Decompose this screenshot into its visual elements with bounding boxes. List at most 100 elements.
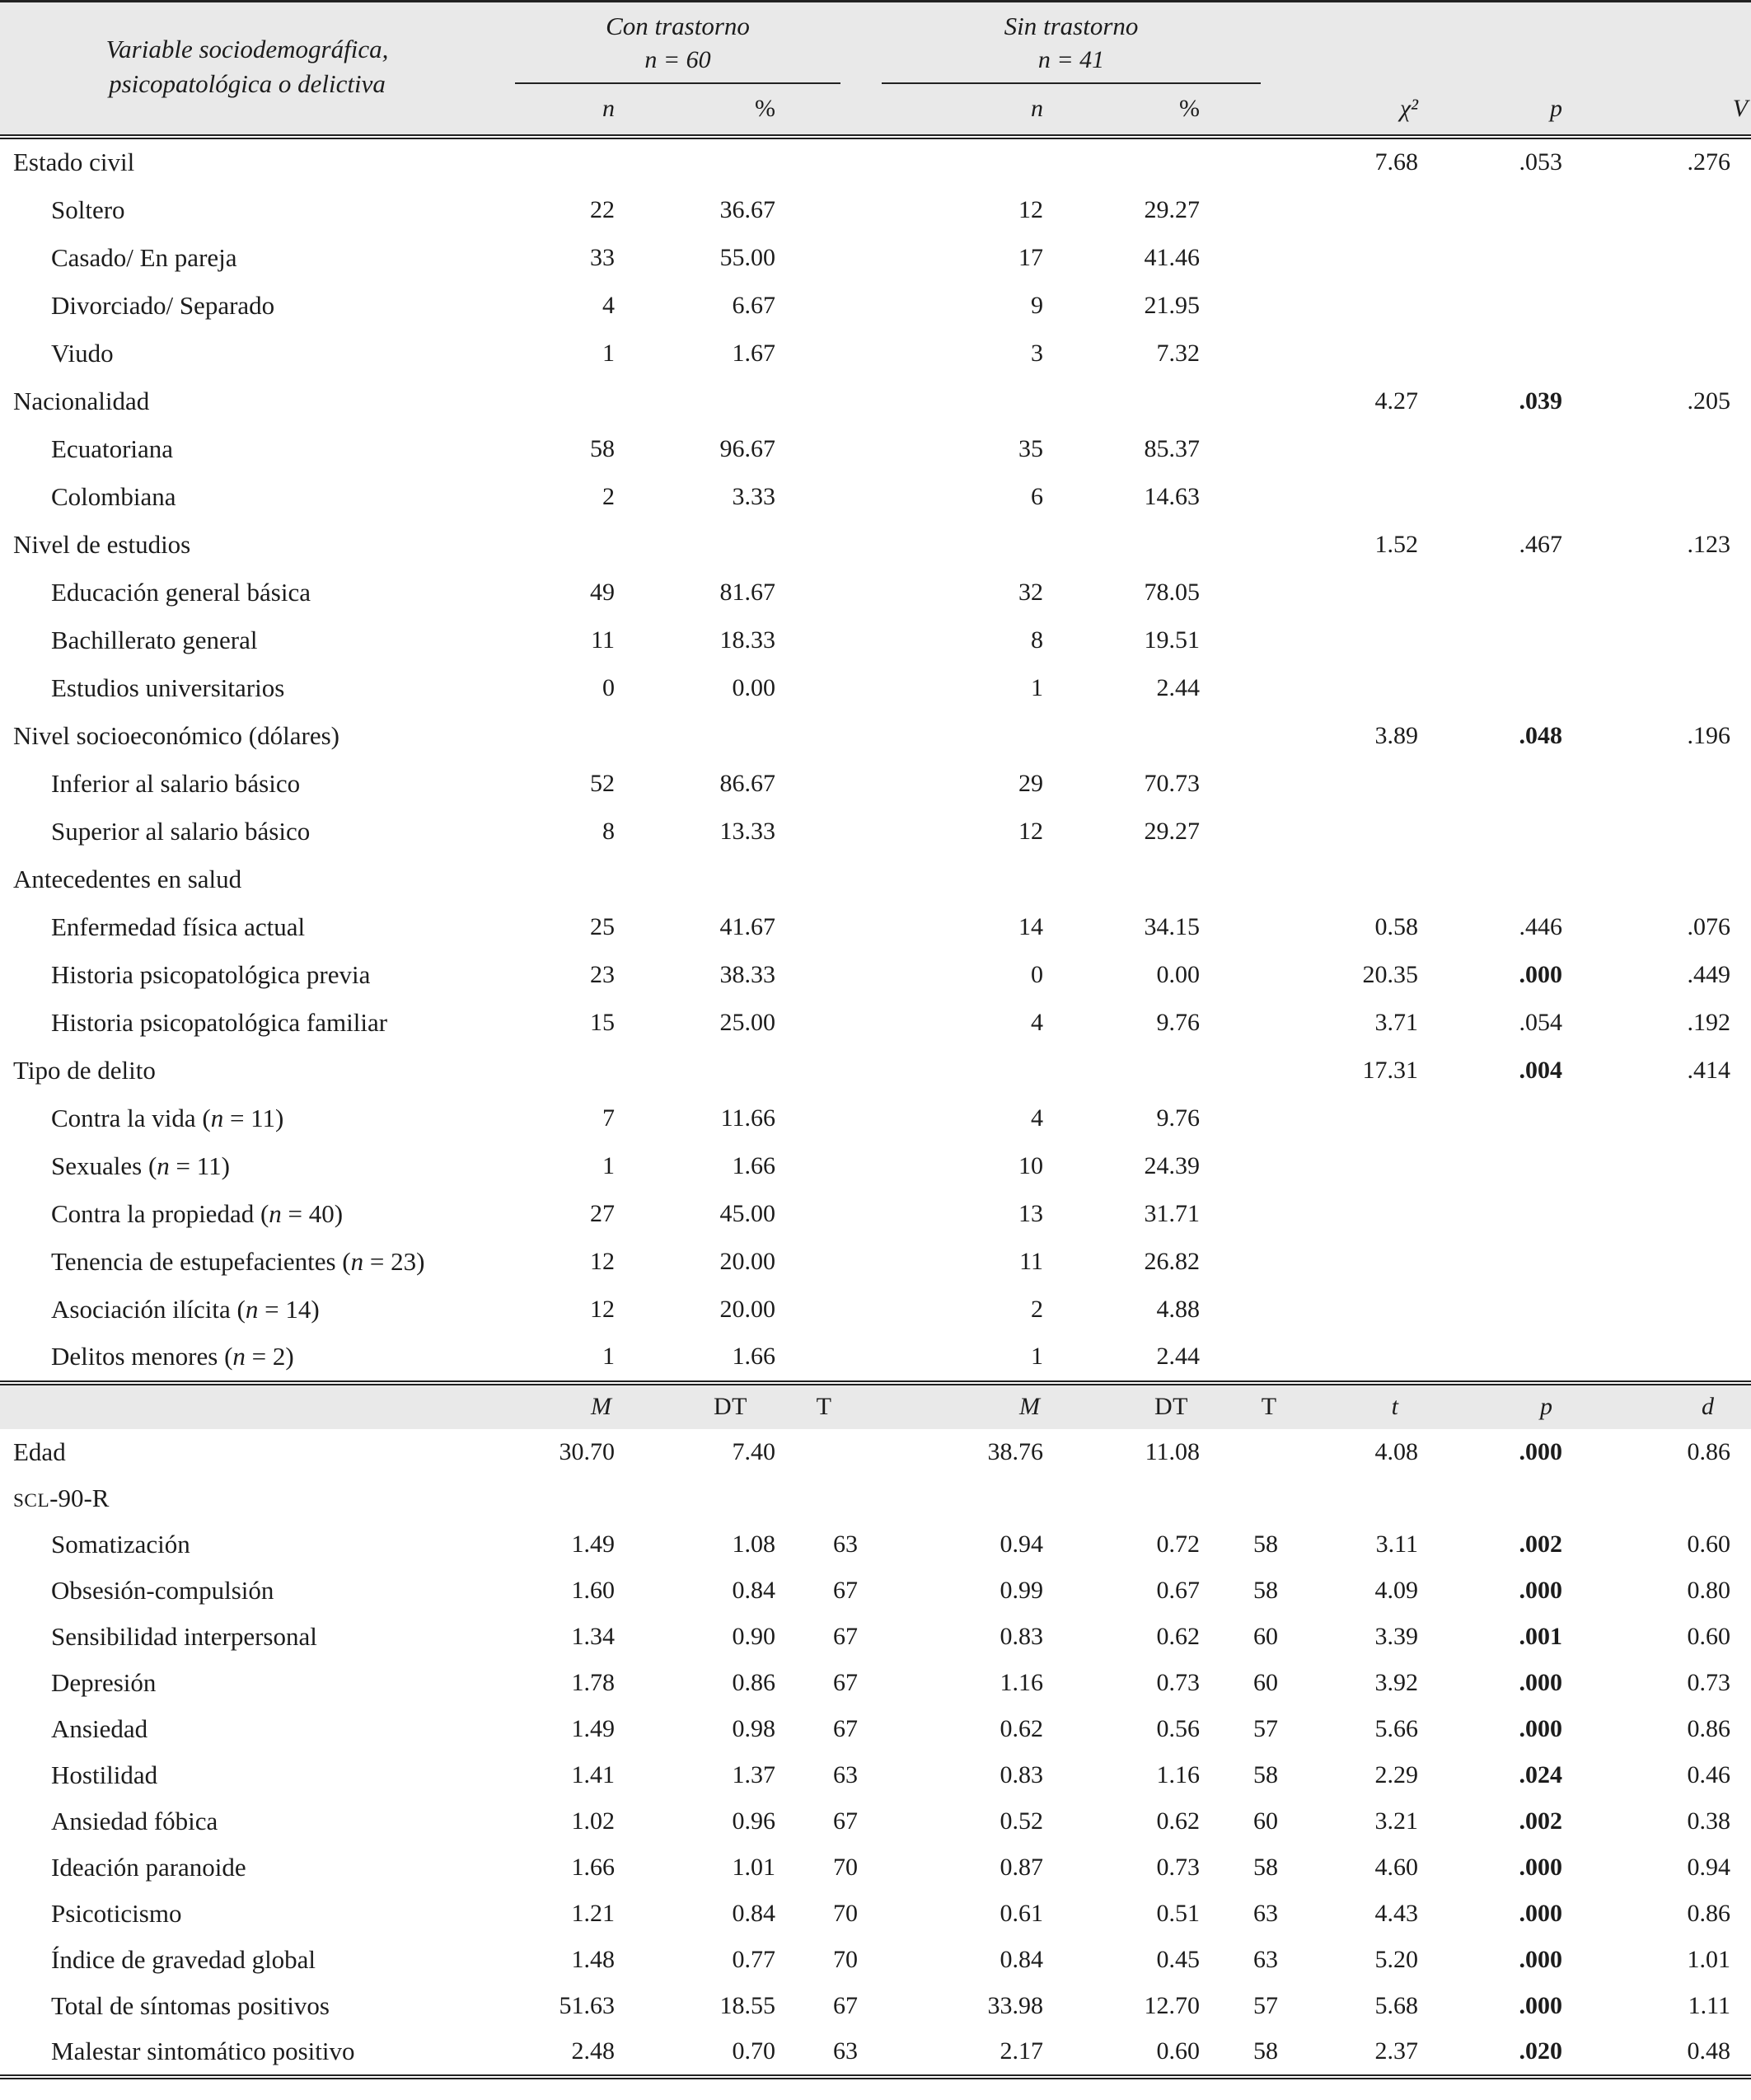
cell-con-3: [779, 1286, 861, 1334]
cell-p: .000: [1519, 1668, 1563, 1696]
variable-column-header: Variable sociodemográfica, psicopatológi…: [0, 2, 494, 135]
row-label: Nacionalidad: [13, 386, 150, 415]
cell-sin-1: 13: [1018, 1199, 1043, 1227]
cell-effect: [1566, 330, 1751, 377]
cell-con-1: 1.49: [571, 1714, 616, 1742]
cell-effect: [1566, 760, 1751, 808]
table-header: Variable sociodemográfica, psicopatológi…: [0, 1, 1751, 135]
cell-con-3: [779, 330, 861, 377]
cell-sin-1: 8: [1031, 626, 1043, 654]
col-header-n-sin: n: [1031, 95, 1043, 122]
cell-stat: 4.09: [1374, 1576, 1419, 1604]
scale-header-row: M DT T M DT T t p d: [0, 1384, 1751, 1429]
cell-con-3: [779, 808, 861, 855]
table-row: Nacionalidad 4.27 .039 .205: [0, 377, 1751, 425]
cell-con-3: [779, 138, 861, 186]
double-rule-top: [0, 134, 1751, 139]
cell-effect: [1566, 855, 1751, 903]
row-label: Colombiana: [51, 481, 176, 511]
row-label: Estado civil: [13, 148, 135, 176]
row-label: Obsesión-compulsión: [51, 1575, 274, 1605]
table-row: Tipo de delito 17.31 .004 .414: [0, 1047, 1751, 1095]
cell-sin-1: [861, 855, 1046, 903]
cell-p: .467: [1519, 530, 1563, 558]
col-header-m-sin: M: [1019, 1393, 1040, 1420]
cell-p: [1421, 569, 1566, 616]
cell-sin-2: 1.16: [1156, 1760, 1201, 1788]
col-header-p: p: [1550, 95, 1563, 122]
cell-sin-1: 0.87: [1000, 1853, 1044, 1881]
cell-con-1: [494, 712, 618, 760]
cell-sin-1: 0.83: [1000, 1622, 1044, 1650]
cell-sin-1: 11: [1019, 1247, 1043, 1275]
cell-sin-1: 35: [1018, 434, 1043, 462]
cell-con-3: [779, 377, 861, 425]
row-label: SCL-90-R: [13, 1483, 110, 1512]
cell-effect: [1566, 569, 1751, 616]
cell-sin-1: 29: [1018, 769, 1043, 797]
cell-sin-1: 1: [1031, 673, 1043, 701]
col-header-tscore-sin: T: [1261, 1393, 1277, 1420]
cell-sin-2: 4.88: [1156, 1295, 1201, 1323]
cell-con-2: 86.67: [719, 769, 776, 797]
cell-sin-3: [1203, 616, 1281, 664]
cell-sin-3: 63: [1253, 1945, 1279, 1973]
cell-sin-3: 60: [1253, 1807, 1279, 1835]
table-row: Índice de gravedad global 1.48 0.77 70 0.84 0…: [0, 1937, 1751, 1983]
cell-stat: 5.66: [1374, 1714, 1419, 1742]
cell-stat: [1281, 282, 1421, 330]
table-row: Hostilidad 1.41 1.37 63 0.83 1.16 58 2.29 .024 0.…: [0, 1752, 1751, 1798]
col-header-pct-con: %: [755, 95, 775, 122]
cell-con-2: 1.08: [732, 1530, 776, 1558]
cell-sin-1: [861, 1047, 1046, 1095]
cell-p: .000: [1519, 1714, 1563, 1742]
cell-effect: .414: [1687, 1056, 1731, 1084]
cell-sin-3: [1203, 521, 1281, 569]
header-row-subcolumns: n % n % χ² p V: [0, 84, 1751, 135]
cell-con-3: [779, 186, 861, 234]
cell-con-3: 67: [833, 1991, 858, 2019]
cell-effect: 0.48: [1687, 2037, 1731, 2065]
cell-effect: 1.11: [1688, 1991, 1731, 2019]
cell-stat: 4.43: [1374, 1899, 1419, 1927]
cell-sin-2: 29.27: [1144, 195, 1201, 223]
cell-sin-1: 1: [1031, 1343, 1043, 1370]
cell-sin-1: 0: [1031, 960, 1043, 988]
row-label: Nivel socioeconómico (dólares): [13, 720, 339, 750]
cell-con-1: [494, 855, 618, 903]
cell-con-3: 67: [833, 1576, 858, 1604]
cell-stat: 4.60: [1374, 1853, 1419, 1881]
cell-sin-1: 0.52: [1000, 1807, 1044, 1835]
cell-con-1: 25: [590, 912, 615, 940]
cell-sin-2: 19.51: [1144, 626, 1201, 654]
cell-con-3: 63: [833, 2037, 858, 2065]
cell-con-2: 13.33: [719, 817, 776, 845]
row-label: Asociación ilícita (n = 14): [51, 1294, 320, 1324]
cell-sin-1: [861, 712, 1046, 760]
cell-effect: [1566, 1190, 1751, 1238]
cell-con-3: [779, 664, 861, 712]
cell-con-2: 96.67: [719, 434, 776, 462]
cell-stat: 1.52: [1374, 530, 1419, 558]
cell-p: [1421, 1190, 1566, 1238]
col-header-n-con: n: [602, 95, 615, 122]
table-row: Nivel socioeconómico (dólares) 3.89 .048 .1…: [0, 712, 1751, 760]
cell-sin-1: 4: [1031, 1104, 1043, 1132]
cell-sin-3: [1203, 1286, 1281, 1334]
cell-p: .002: [1519, 1530, 1563, 1558]
row-label: Educación general básica: [51, 577, 311, 607]
cell-sin-2: 70.73: [1144, 769, 1201, 797]
cell-con-3: 67: [833, 1807, 858, 1835]
cell-con-1: 1: [602, 1151, 615, 1179]
cell-sin-2: 0.60: [1156, 2037, 1201, 2065]
cell-con-3: 63: [833, 1760, 858, 1788]
cell-sin-3: [1203, 234, 1281, 282]
variable-label-line1: Variable sociodemográfica,: [105, 35, 389, 64]
cell-effect: [1566, 234, 1751, 282]
cell-sin-3: 58: [1253, 1530, 1279, 1558]
row-label: Delitos menores (n = 2): [51, 1342, 294, 1371]
cell-con-3: 67: [833, 1622, 858, 1650]
row-label: Depresión: [51, 1667, 157, 1697]
cell-con-3: [779, 425, 861, 473]
scale-band: M DT T M DT T t p d: [0, 1384, 1751, 1429]
